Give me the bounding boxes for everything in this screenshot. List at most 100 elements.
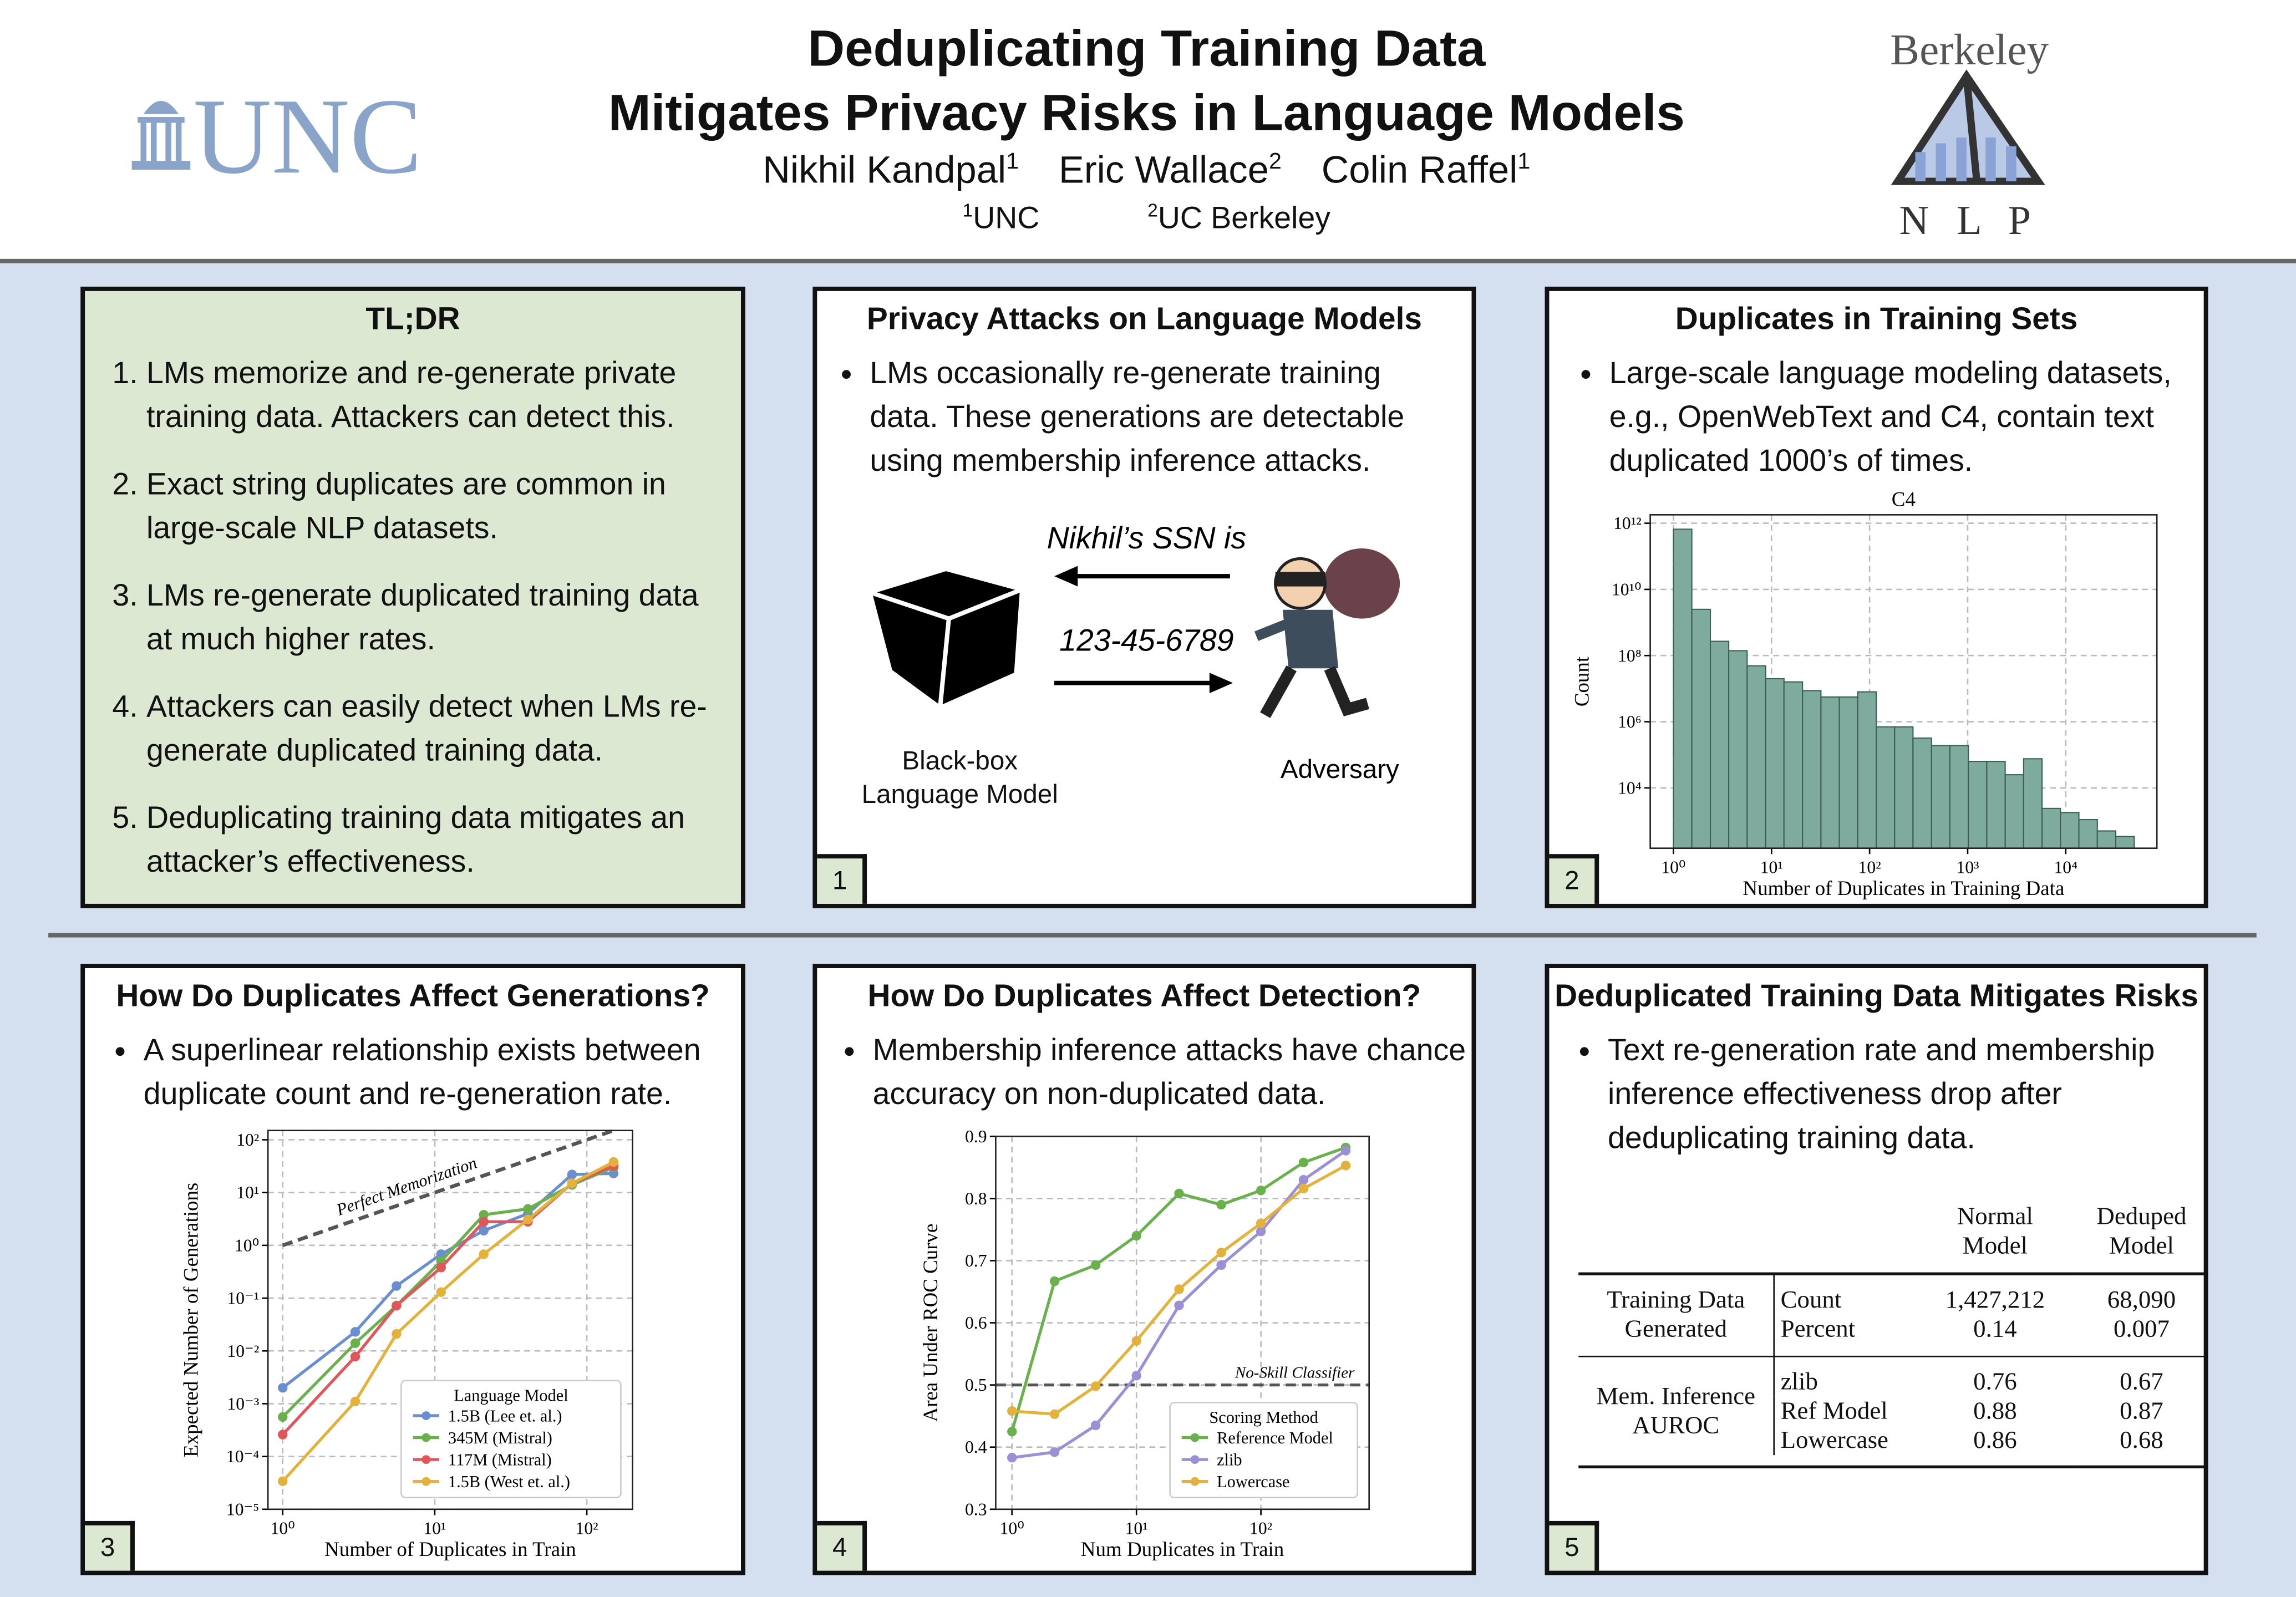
panel: Deduplicated Training Data Mitigates Ris…	[1545, 964, 2208, 1575]
data-point	[1049, 1447, 1060, 1457]
panel-title: How Do Duplicates Affect Detection?	[867, 978, 1421, 1014]
data-point	[1340, 1146, 1351, 1156]
legend-swatch	[421, 1455, 431, 1464]
data-point	[278, 1383, 288, 1393]
bullets: LMs occasionally re-generate training da…	[835, 353, 1455, 484]
y-tick-label: 10⁸	[1618, 646, 1642, 665]
data-point	[1131, 1371, 1141, 1381]
column-header: Normal Model	[1957, 1202, 2033, 1259]
panel-title: How Do Duplicates Affect Generations?	[116, 978, 710, 1014]
plot-frame	[1649, 514, 2158, 850]
x-tick-label: 10⁰	[1661, 858, 1685, 877]
panel-number: 4	[817, 1520, 867, 1571]
affiliation-name: UNC	[973, 201, 1040, 236]
cell: 0.86	[1973, 1426, 2017, 1454]
attack-diagram: Nikhil’s SSN is 123-45-6789 Adversary	[867, 521, 1400, 784]
cell: 0.67	[2120, 1367, 2163, 1396]
data-point	[1090, 1260, 1101, 1270]
legend-title: Language Model	[454, 1386, 568, 1405]
data-point	[1174, 1284, 1184, 1294]
title-line: Mitigates Privacy Risks in Language Mode…	[608, 84, 1685, 142]
legend-label: 345M (Mistral)	[448, 1428, 552, 1447]
y-tick-label: 10¹	[236, 1183, 259, 1202]
data-point	[350, 1351, 360, 1362]
legend-box	[400, 1380, 622, 1499]
poster-title: Deduplicating Training Data Mitigates Pri…	[439, 18, 1854, 146]
reference-label: No-Skill Classifier	[1235, 1364, 1355, 1381]
bar	[1838, 696, 1858, 849]
data-point	[1174, 1188, 1184, 1199]
y-tick-label: 0.4	[965, 1437, 987, 1457]
data-point	[479, 1209, 489, 1220]
reference-line	[282, 1128, 614, 1247]
cell: 0.76	[1973, 1367, 2017, 1396]
data-point	[392, 1329, 402, 1339]
legend-swatch	[421, 1411, 431, 1420]
cell: 0.14	[1973, 1315, 2017, 1343]
data-point	[392, 1300, 402, 1311]
x-tick-label: 10³	[1956, 858, 1979, 877]
data-point	[436, 1263, 446, 1273]
tldr-panel: TL;DR LMs memorize and re-generate priva…	[80, 286, 745, 908]
x-axis-label: Number of Duplicates in Training Data	[1743, 877, 2064, 899]
data-point	[278, 1430, 288, 1440]
bar	[2041, 807, 2061, 849]
legend-swatch	[421, 1433, 431, 1442]
berkeley-text: Berkeley	[1890, 26, 2049, 74]
data-point	[436, 1287, 446, 1297]
author-name: Eric Wallace	[1059, 148, 1269, 192]
data-point	[1256, 1218, 1266, 1228]
panel-title: TL;DR	[365, 301, 460, 337]
affiliation: 2UC Berkeley	[1147, 200, 1331, 236]
bar	[1765, 678, 1785, 849]
data-point	[392, 1281, 402, 1291]
bullet: Membership inference attacks have chance…	[873, 1030, 1488, 1117]
data-point	[1090, 1420, 1101, 1431]
bullets: Membership inference attacks have chance…	[837, 1030, 1487, 1117]
data-point	[1049, 1276, 1060, 1286]
divider	[48, 933, 2257, 938]
affiliation-name: UC Berkeley	[1157, 201, 1331, 236]
bar	[2078, 819, 2098, 849]
response-text: 123-45-6789	[1059, 623, 1233, 658]
x-tick-label: 10²	[575, 1519, 598, 1538]
bar	[1876, 726, 1896, 849]
affiliation-mark: 2	[1147, 200, 1158, 221]
series-line	[281, 1161, 614, 1482]
panel-number: 2	[1549, 854, 1599, 904]
y-tick-label: 0.8	[965, 1189, 987, 1208]
data-point	[278, 1412, 288, 1422]
y-tick-label: 0.6	[965, 1313, 987, 1332]
authors: Nikhil Kandpal1 Eric Wallace2 Colin Raff…	[439, 148, 1854, 193]
adversary-figure	[1254, 548, 1400, 718]
cell: 0.68	[2120, 1426, 2163, 1454]
metric: Count	[1780, 1285, 1842, 1314]
data-point	[1298, 1157, 1309, 1168]
tldr-item: Deduplicating training data mitigates an…	[146, 797, 732, 884]
cell: 0.88	[1973, 1396, 2017, 1425]
legend-label: 117M (Mistral)	[448, 1451, 552, 1469]
y-tick-label: 10⁻³	[227, 1394, 259, 1413]
author-affiliation: 2	[1268, 149, 1282, 175]
metric: Lowercase	[1780, 1426, 1888, 1454]
bar	[1949, 745, 1969, 849]
y-tick-label: 10⁻¹	[227, 1289, 259, 1308]
y-axis-label: Area Under ROC Curve	[919, 1224, 942, 1422]
model-label: Black-box Language Model	[861, 746, 1058, 809]
bar	[1783, 681, 1804, 849]
data-point	[1298, 1183, 1309, 1194]
bar	[1746, 665, 1766, 849]
y-tick-label: 0.5	[965, 1375, 987, 1395]
data-point	[523, 1214, 533, 1224]
column-header: Deduped Model	[2096, 1202, 2187, 1259]
affiliation-mark: 1	[962, 200, 973, 221]
y-tick-label: 10²	[236, 1130, 259, 1150]
legend-swatch	[1190, 1433, 1200, 1442]
x-tick-label: 10⁴	[2054, 858, 2077, 877]
data-point	[1090, 1381, 1101, 1391]
x-axis-label: Number of Duplicates in Train	[324, 1538, 576, 1560]
author-name: Colin Raffel	[1321, 148, 1518, 192]
panel: How Do Duplicates Affect Detection? Memb…	[812, 964, 1476, 1575]
bar	[2096, 830, 2117, 849]
unc-logo: UNC	[131, 85, 422, 181]
